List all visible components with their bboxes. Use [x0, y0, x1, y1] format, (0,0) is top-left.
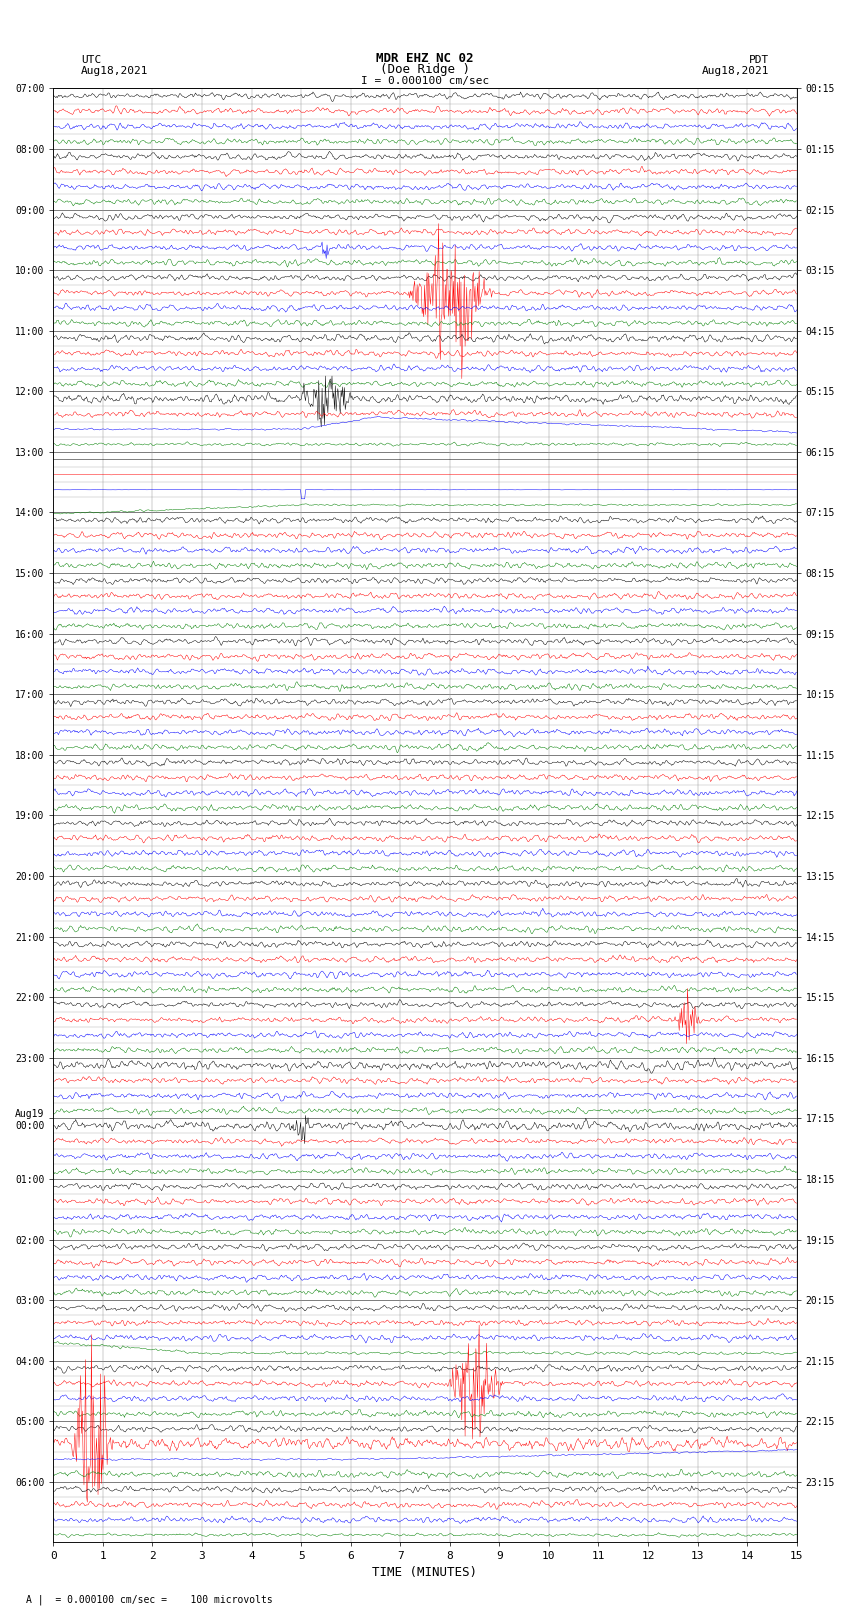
Text: A |  = 0.000100 cm/sec =    100 microvolts: A | = 0.000100 cm/sec = 100 microvolts — [26, 1594, 272, 1605]
Text: PDT: PDT — [749, 55, 769, 65]
Text: UTC: UTC — [81, 55, 101, 65]
X-axis label: TIME (MINUTES): TIME (MINUTES) — [372, 1566, 478, 1579]
Text: I = 0.000100 cm/sec: I = 0.000100 cm/sec — [361, 76, 489, 85]
Text: Aug18,2021: Aug18,2021 — [702, 66, 769, 76]
Text: MDR EHZ NC 02: MDR EHZ NC 02 — [377, 52, 473, 65]
Text: Aug18,2021: Aug18,2021 — [81, 66, 148, 76]
Text: (Doe Ridge ): (Doe Ridge ) — [380, 63, 470, 76]
